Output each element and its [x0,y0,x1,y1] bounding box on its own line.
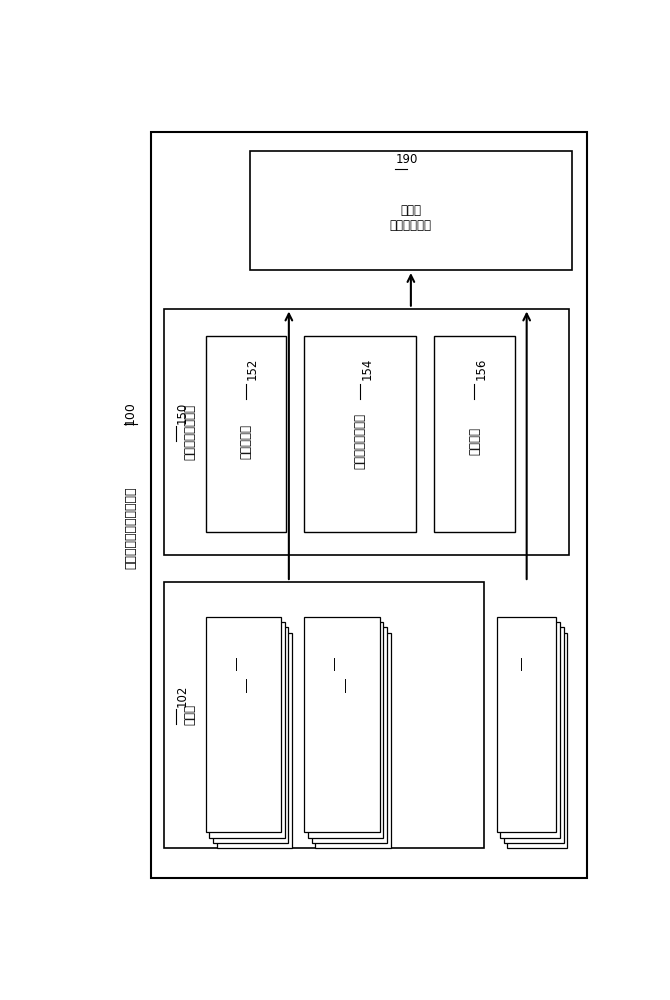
Bar [316,633,391,848]
Text: 108: 108 [334,634,344,655]
Text: 小分子化合物（SMC）
种子模型: 小分子化合物（SMC） 种子模型 [523,686,545,763]
Text: 评分引擎: 评分引擎 [468,427,481,455]
Bar [507,633,567,848]
Text: 190: 190 [395,153,417,166]
Bar [500,622,560,838]
Text: 用于差异药物发现的系统: 用于差异药物发现的系统 [124,487,137,569]
Bar [206,617,281,832]
Bar [434,336,515,532]
Bar [496,617,556,832]
Text: 150: 150 [176,402,189,424]
Bar [213,627,288,843]
Text: 152: 152 [246,358,259,380]
Bar [304,617,380,832]
Text: 102: 102 [176,685,189,707]
Text: 发现的
小分子化合物: 发现的 小分子化合物 [390,204,432,232]
Bar [504,627,563,843]
Bar [210,622,285,838]
Text: 100: 100 [124,401,137,425]
Text: 156: 156 [474,358,488,380]
Text: 112: 112 [521,634,531,655]
Text: 交互作用位点的模型: 交互作用位点的模型 [253,695,263,754]
Bar [312,627,387,843]
Text: 衍生化引擎: 衍生化引擎 [239,424,253,459]
Text: 交互作用位点的模型: 交互作用位点的模型 [352,695,362,754]
Text: 154: 154 [360,358,373,380]
Bar [164,582,484,848]
Bar [304,336,416,532]
Text: 106: 106 [246,656,256,677]
Bar [308,622,383,838]
Text: 分子对接模拟引擎: 分子对接模拟引擎 [354,413,366,469]
Text: 104: 104 [236,634,246,655]
Bar [206,336,286,532]
Bar [164,309,570,555]
Text: 抗靶标: 抗靶标 [346,636,356,655]
Text: 110: 110 [344,656,354,677]
Text: 受体组: 受体组 [184,704,197,725]
Bar [151,132,588,878]
Bar [250,151,572,270]
Text: 靶标: 靶标 [247,642,257,655]
Text: 差异药物发现引擎: 差异药物发现引擎 [184,404,197,460]
Bar [216,633,292,848]
